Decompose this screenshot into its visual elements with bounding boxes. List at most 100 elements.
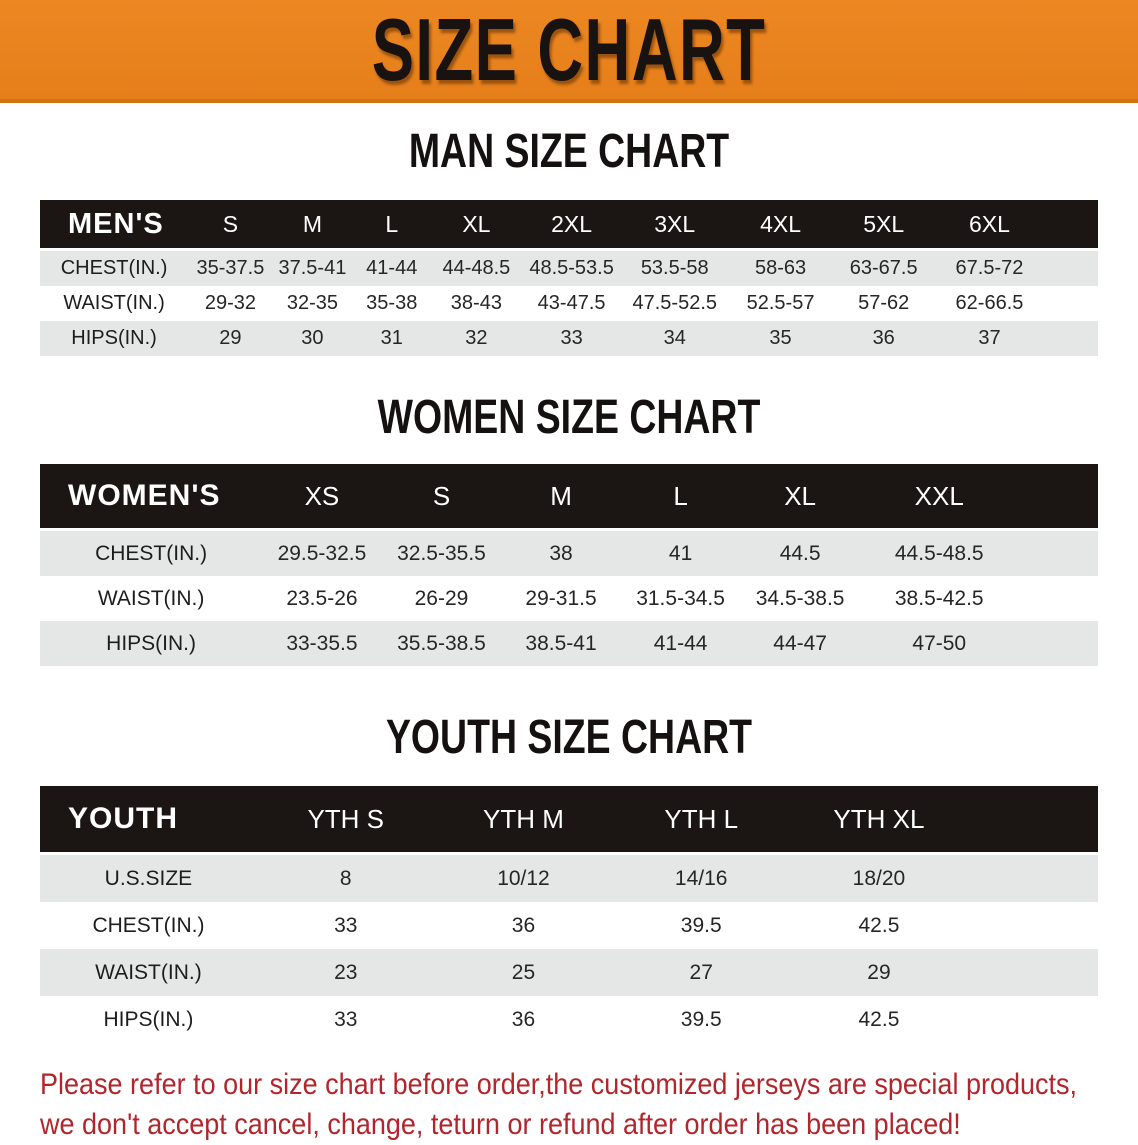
size-value-cell: 41-44 <box>653 631 708 655</box>
row-label: CHEST(IN.) <box>60 257 168 279</box>
size-value-cell: 34 <box>663 327 686 349</box>
row-spacer <box>1045 286 1098 321</box>
banner-title: SIZE CHART <box>371 0 767 99</box>
size-value-cell: 29-31.5 <box>525 586 597 610</box>
size-value-cell: 36 <box>511 913 536 937</box>
size-value-cell: 36 <box>511 1007 536 1031</box>
size-value-cell: 26-29 <box>414 586 469 610</box>
table-corner-label: YOUTH <box>40 786 257 855</box>
size-value-cell: 37 <box>978 327 1001 349</box>
size-value-cell: 34.5-38.5 <box>755 586 845 610</box>
row-spacer <box>1019 576 1098 621</box>
size-value-cell: 38.5-41 <box>525 631 597 655</box>
section-man: MAN SIZE CHART MEN'S S M L XL 2XL 3XL 4X… <box>0 128 1138 356</box>
size-value-cell: 58-63 <box>754 257 807 279</box>
section-heading-man: MAN SIZE CHART <box>408 125 730 178</box>
row-spacer <box>1045 321 1098 356</box>
row-label: WAIST(IN.) <box>97 586 205 610</box>
measurement-row-waist: WAIST(IN.) 23 25 27 29 <box>40 949 1098 996</box>
size-value-cell: 47-50 <box>912 631 967 655</box>
row-spacer <box>968 949 1098 996</box>
header-spacer <box>967 786 1098 855</box>
measurement-row-chest: CHEST(IN.) 29.5-32.5 32.5-35.5 38 41 44.… <box>40 529 1098 577</box>
row-spacer <box>968 902 1098 949</box>
size-value-cell: 44.5 <box>779 541 821 565</box>
size-value-cell: 33-35.5 <box>286 631 358 655</box>
size-value-cell: 23.5-26 <box>286 586 358 610</box>
section-heading-women: WOMEN SIZE CHART <box>377 391 761 444</box>
section-women: WOMEN SIZE CHART WOMEN'S XS S M L XL XXL <box>0 394 1138 666</box>
size-value-cell: 32 <box>465 327 488 349</box>
size-value-cell: 53.5-58 <box>640 257 709 279</box>
youth-header-row: YOUTH YTH S YTH M YTH L YTH XL <box>40 786 1098 855</box>
size-value-cell: 29 <box>867 960 891 984</box>
size-chart-banner: SIZE CHART <box>0 0 1138 103</box>
size-value-cell: 47.5-52.5 <box>632 292 717 314</box>
measurement-row-chest: CHEST(IN.) 33 36 39.5 42.5 <box>40 902 1098 949</box>
size-column-header: L <box>620 464 741 531</box>
size-column-header: XXL <box>859 464 1019 531</box>
size-value-cell: 30 <box>301 327 324 349</box>
size-column-header: YTH L <box>612 786 791 855</box>
mens-header-row: MEN'S S M L XL 2XL 3XL 4XL 5XL 6XL <box>40 200 1098 251</box>
size-column-header: M <box>501 464 621 531</box>
size-value-cell: 37.5-41 <box>278 257 347 279</box>
table-corner-label: MEN'S <box>40 200 189 251</box>
measurement-row-hips: HIPS(IN.) 33-35.5 35.5-38.5 38.5-41 41-4… <box>40 621 1098 666</box>
size-value-cell: 38 <box>549 541 573 565</box>
row-spacer <box>1019 530 1098 577</box>
size-value-cell: 41-44 <box>366 257 418 279</box>
size-value-cell: 33 <box>334 913 358 937</box>
section-youth: YOUTH SIZE CHART YOUTH YTH S YTH M YTH L… <box>0 714 1138 1043</box>
size-column-header: 4XL <box>727 200 834 251</box>
size-value-cell: 42.5 <box>858 913 900 937</box>
disclaimer-line-2: we don't accept cancel, change, teturn o… <box>40 1108 961 1141</box>
size-value-cell: 39.5 <box>680 1007 722 1031</box>
size-value-cell: 8 <box>339 866 352 890</box>
measurement-row-hips: HIPS(IN.) 29 30 31 32 33 34 35 36 37 <box>40 321 1098 356</box>
size-value-cell: 29 <box>219 327 242 349</box>
row-label: U.S.SIZE <box>104 866 193 890</box>
size-column-header: 5XL <box>833 200 934 251</box>
size-value-cell: 48.5-53.5 <box>529 257 614 279</box>
size-value-cell: 14/16 <box>674 866 728 890</box>
womens-header-row: WOMEN'S XS S M L XL XXL <box>40 464 1098 531</box>
size-value-cell: 39.5 <box>680 913 722 937</box>
row-label: WAIST(IN.) <box>63 292 165 314</box>
size-value-cell: 25 <box>511 960 536 984</box>
row-label: CHEST(IN.) <box>95 541 208 565</box>
size-column-header: S <box>188 200 273 251</box>
size-value-cell: 57-62 <box>858 292 910 314</box>
row-spacer <box>1019 621 1098 666</box>
size-column-header: XS <box>262 464 382 531</box>
header-spacer <box>1018 464 1098 531</box>
size-column-header: 6XL <box>933 200 1046 251</box>
size-value-cell: 29.5-32.5 <box>277 541 367 565</box>
measurement-row-waist: WAIST(IN.) 23.5-26 26-29 29-31.5 31.5-34… <box>40 576 1098 621</box>
size-value-cell: 38-43 <box>450 292 502 314</box>
size-value-cell: 32.5-35.5 <box>397 541 486 565</box>
row-label: HIPS(IN.) <box>71 327 157 349</box>
header-spacer <box>1045 200 1098 251</box>
size-value-cell: 32-35 <box>286 292 338 314</box>
size-value-cell: 29-32 <box>204 292 256 314</box>
size-column-header: 2XL <box>521 200 622 251</box>
measurement-row-ussize: U.S.SIZE 8 10/12 14/16 18/20 <box>40 853 1098 902</box>
size-column-header: XL <box>431 200 522 251</box>
size-value-cell: 44-47 <box>773 631 827 655</box>
size-value-cell: 63-67.5 <box>849 257 918 279</box>
size-value-cell: 31 <box>380 327 403 349</box>
row-spacer <box>1045 250 1098 287</box>
size-value-cell: 35.5-38.5 <box>397 631 486 655</box>
size-value-cell: 27 <box>689 960 713 984</box>
size-value-cell: 52.5-57 <box>746 292 815 314</box>
size-value-cell: 41 <box>668 541 693 565</box>
measurement-row-chest: CHEST(IN.) 35-37.5 37.5-41 41-44 44-48.5… <box>40 249 1098 287</box>
size-column-header: 3XL <box>621 200 728 251</box>
row-label: HIPS(IN.) <box>103 1007 194 1031</box>
size-column-header: S <box>381 464 502 531</box>
size-value-cell: 36 <box>872 327 895 349</box>
size-column-header: YTH XL <box>790 786 968 855</box>
size-column-header: XL <box>740 464 860 531</box>
size-value-cell: 35-37.5 <box>196 257 265 279</box>
